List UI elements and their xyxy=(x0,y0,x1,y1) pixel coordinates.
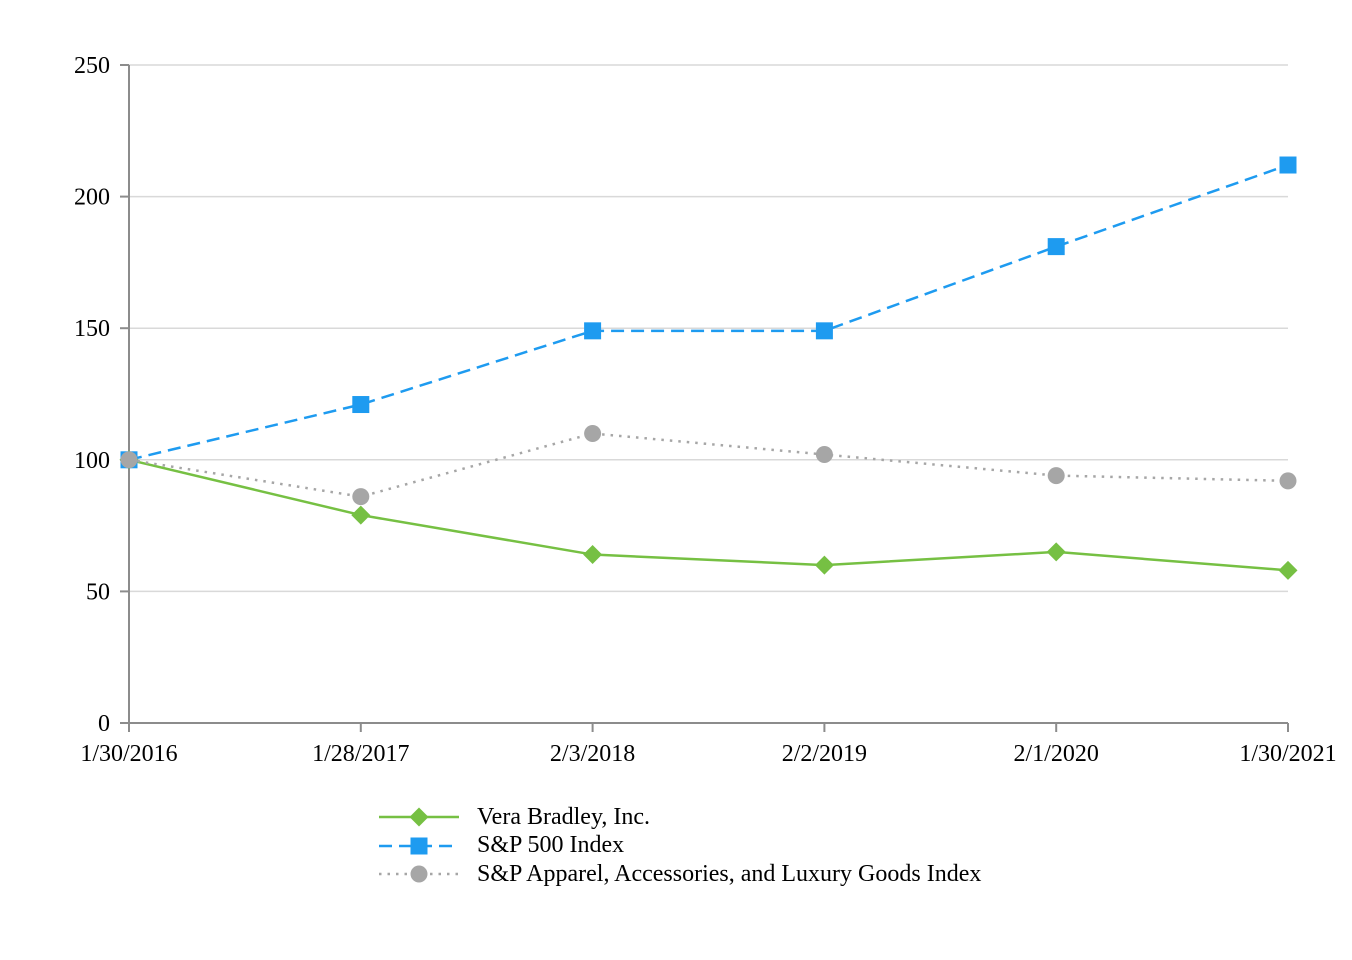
legend-swatch-solid-diamond xyxy=(379,807,459,827)
legend-label-sp500: S&P 500 Index xyxy=(477,832,625,859)
y-axis-tick-label: 200 xyxy=(74,185,110,211)
diamond-marker-icon xyxy=(1046,542,1066,562)
chart-legend: Vera Bradley, Inc. S&P 500 Index S&P App… xyxy=(378,803,981,889)
x-axis-tick-label: 1/30/2021 xyxy=(1239,741,1336,767)
legend-swatch-dashed-square xyxy=(379,837,459,855)
legend-item-sp500: S&P 500 Index xyxy=(378,832,981,861)
circle-marker-icon xyxy=(410,865,428,883)
x-axis-tick-label: 2/3/2018 xyxy=(550,741,635,767)
circle-marker-icon xyxy=(1279,472,1297,490)
diamond-marker-icon xyxy=(409,807,429,827)
legend-label-vera-bradley: Vera Bradley, Inc. xyxy=(477,803,651,830)
circle-marker-icon xyxy=(584,424,602,442)
legend-item-vera-bradley: Vera Bradley, Inc. xyxy=(378,803,981,832)
square-marker-icon xyxy=(584,322,602,340)
series-line-diamond xyxy=(128,458,1289,572)
y-axis-tick-label: 150 xyxy=(74,316,110,342)
legend-label-sp-apparel: S&P Apparel, Accessories, and Luxury Goo… xyxy=(477,860,982,887)
diamond-marker-icon xyxy=(583,545,603,565)
y-axis-tick-label: 100 xyxy=(74,448,110,474)
y-axis-tick-label: 250 xyxy=(74,53,110,79)
y-axis-tick-label: 0 xyxy=(98,711,110,737)
diamond-marker-icon xyxy=(814,555,834,575)
circle-marker-icon xyxy=(352,488,370,506)
x-axis-tick-label: 1/28/2017 xyxy=(312,741,409,767)
circle-marker-icon xyxy=(1047,467,1065,485)
y-axis-tick-label: 50 xyxy=(86,579,110,605)
series-line-circle xyxy=(128,432,1289,498)
diamond-marker-icon xyxy=(1278,560,1298,580)
legend-item-sp-apparel: S&P Apparel, Accessories, and Luxury Goo… xyxy=(378,860,981,889)
square-marker-icon xyxy=(1047,238,1065,256)
circle-marker-icon xyxy=(815,446,833,464)
square-marker-icon xyxy=(1279,156,1297,174)
legend-swatch-dotted-circle xyxy=(379,865,459,883)
performance-line-chart: 0 50 100 150 200 250 1/30/2016 1/28/2017 2/3/201… xyxy=(74,53,1337,767)
square-marker-icon xyxy=(352,396,370,414)
square-marker-icon xyxy=(410,837,428,855)
x-axis-tick-label: 1/30/2016 xyxy=(80,741,177,767)
series-line-square xyxy=(128,163,1289,462)
x-axis-tick-label: 2/2/2019 xyxy=(782,741,867,767)
x-axis-tick-label: 2/1/2020 xyxy=(1014,741,1099,767)
circle-marker-icon xyxy=(120,451,138,469)
diamond-marker-icon xyxy=(351,505,371,525)
square-marker-icon xyxy=(815,322,833,340)
